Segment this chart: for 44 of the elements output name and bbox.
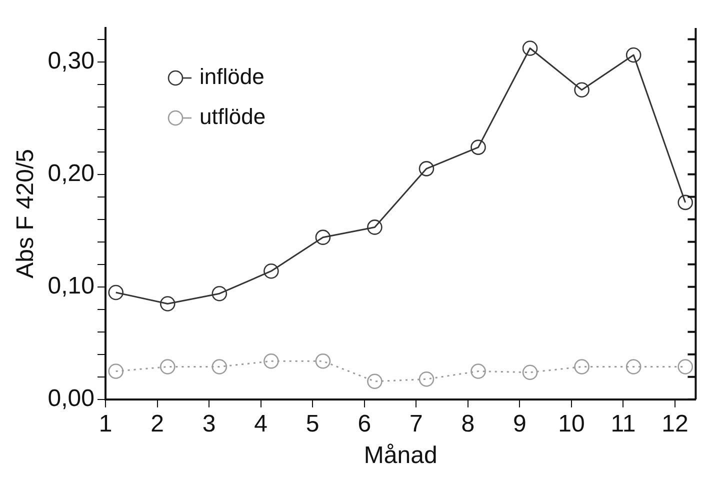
x-tick-label: 11	[610, 410, 636, 438]
x-tick-label: 8	[461, 410, 475, 438]
x-tick-label: 9	[513, 410, 526, 438]
point	[418, 371, 434, 387]
point	[264, 263, 279, 279]
point	[108, 284, 124, 300]
y-tick-label: 0,00	[48, 385, 95, 412]
x-tick-label: 2	[150, 410, 164, 438]
point	[367, 374, 382, 390]
point	[418, 161, 434, 176]
x-tick-label: 7	[409, 410, 423, 438]
point	[574, 82, 590, 98]
point	[160, 296, 176, 312]
x-tick-label: 6	[358, 410, 372, 438]
point	[160, 359, 176, 374]
x-tick-label: 10	[558, 410, 585, 438]
point	[574, 359, 590, 374]
x-tick-label: 4	[254, 410, 268, 438]
x-tick-label: 5	[306, 410, 320, 438]
point	[626, 47, 642, 63]
y-axis-title: Abs F 420/5	[12, 148, 40, 278]
point	[470, 364, 486, 379]
point	[264, 353, 279, 369]
point	[315, 353, 331, 369]
x-tick-label: 1	[98, 410, 112, 438]
x-axis-title: Månad	[364, 442, 438, 470]
point	[367, 220, 382, 235]
point	[212, 359, 228, 374]
point	[470, 140, 486, 155]
legend-label: utflöde	[200, 104, 266, 130]
x-tick-label: 3	[202, 410, 216, 438]
y-tick-label: 0,10	[48, 272, 95, 300]
legend-label: inflöde	[200, 64, 264, 90]
point	[522, 364, 538, 380]
point	[212, 286, 228, 302]
point	[108, 364, 124, 379]
point	[315, 230, 331, 245]
y-tick-label: 0,30	[48, 47, 95, 74]
x-tick-label: 12	[662, 410, 688, 438]
point	[626, 359, 642, 374]
y-tick-label: 0,20	[48, 160, 95, 187]
point	[678, 359, 693, 374]
point	[522, 40, 538, 56]
point	[678, 194, 693, 210]
